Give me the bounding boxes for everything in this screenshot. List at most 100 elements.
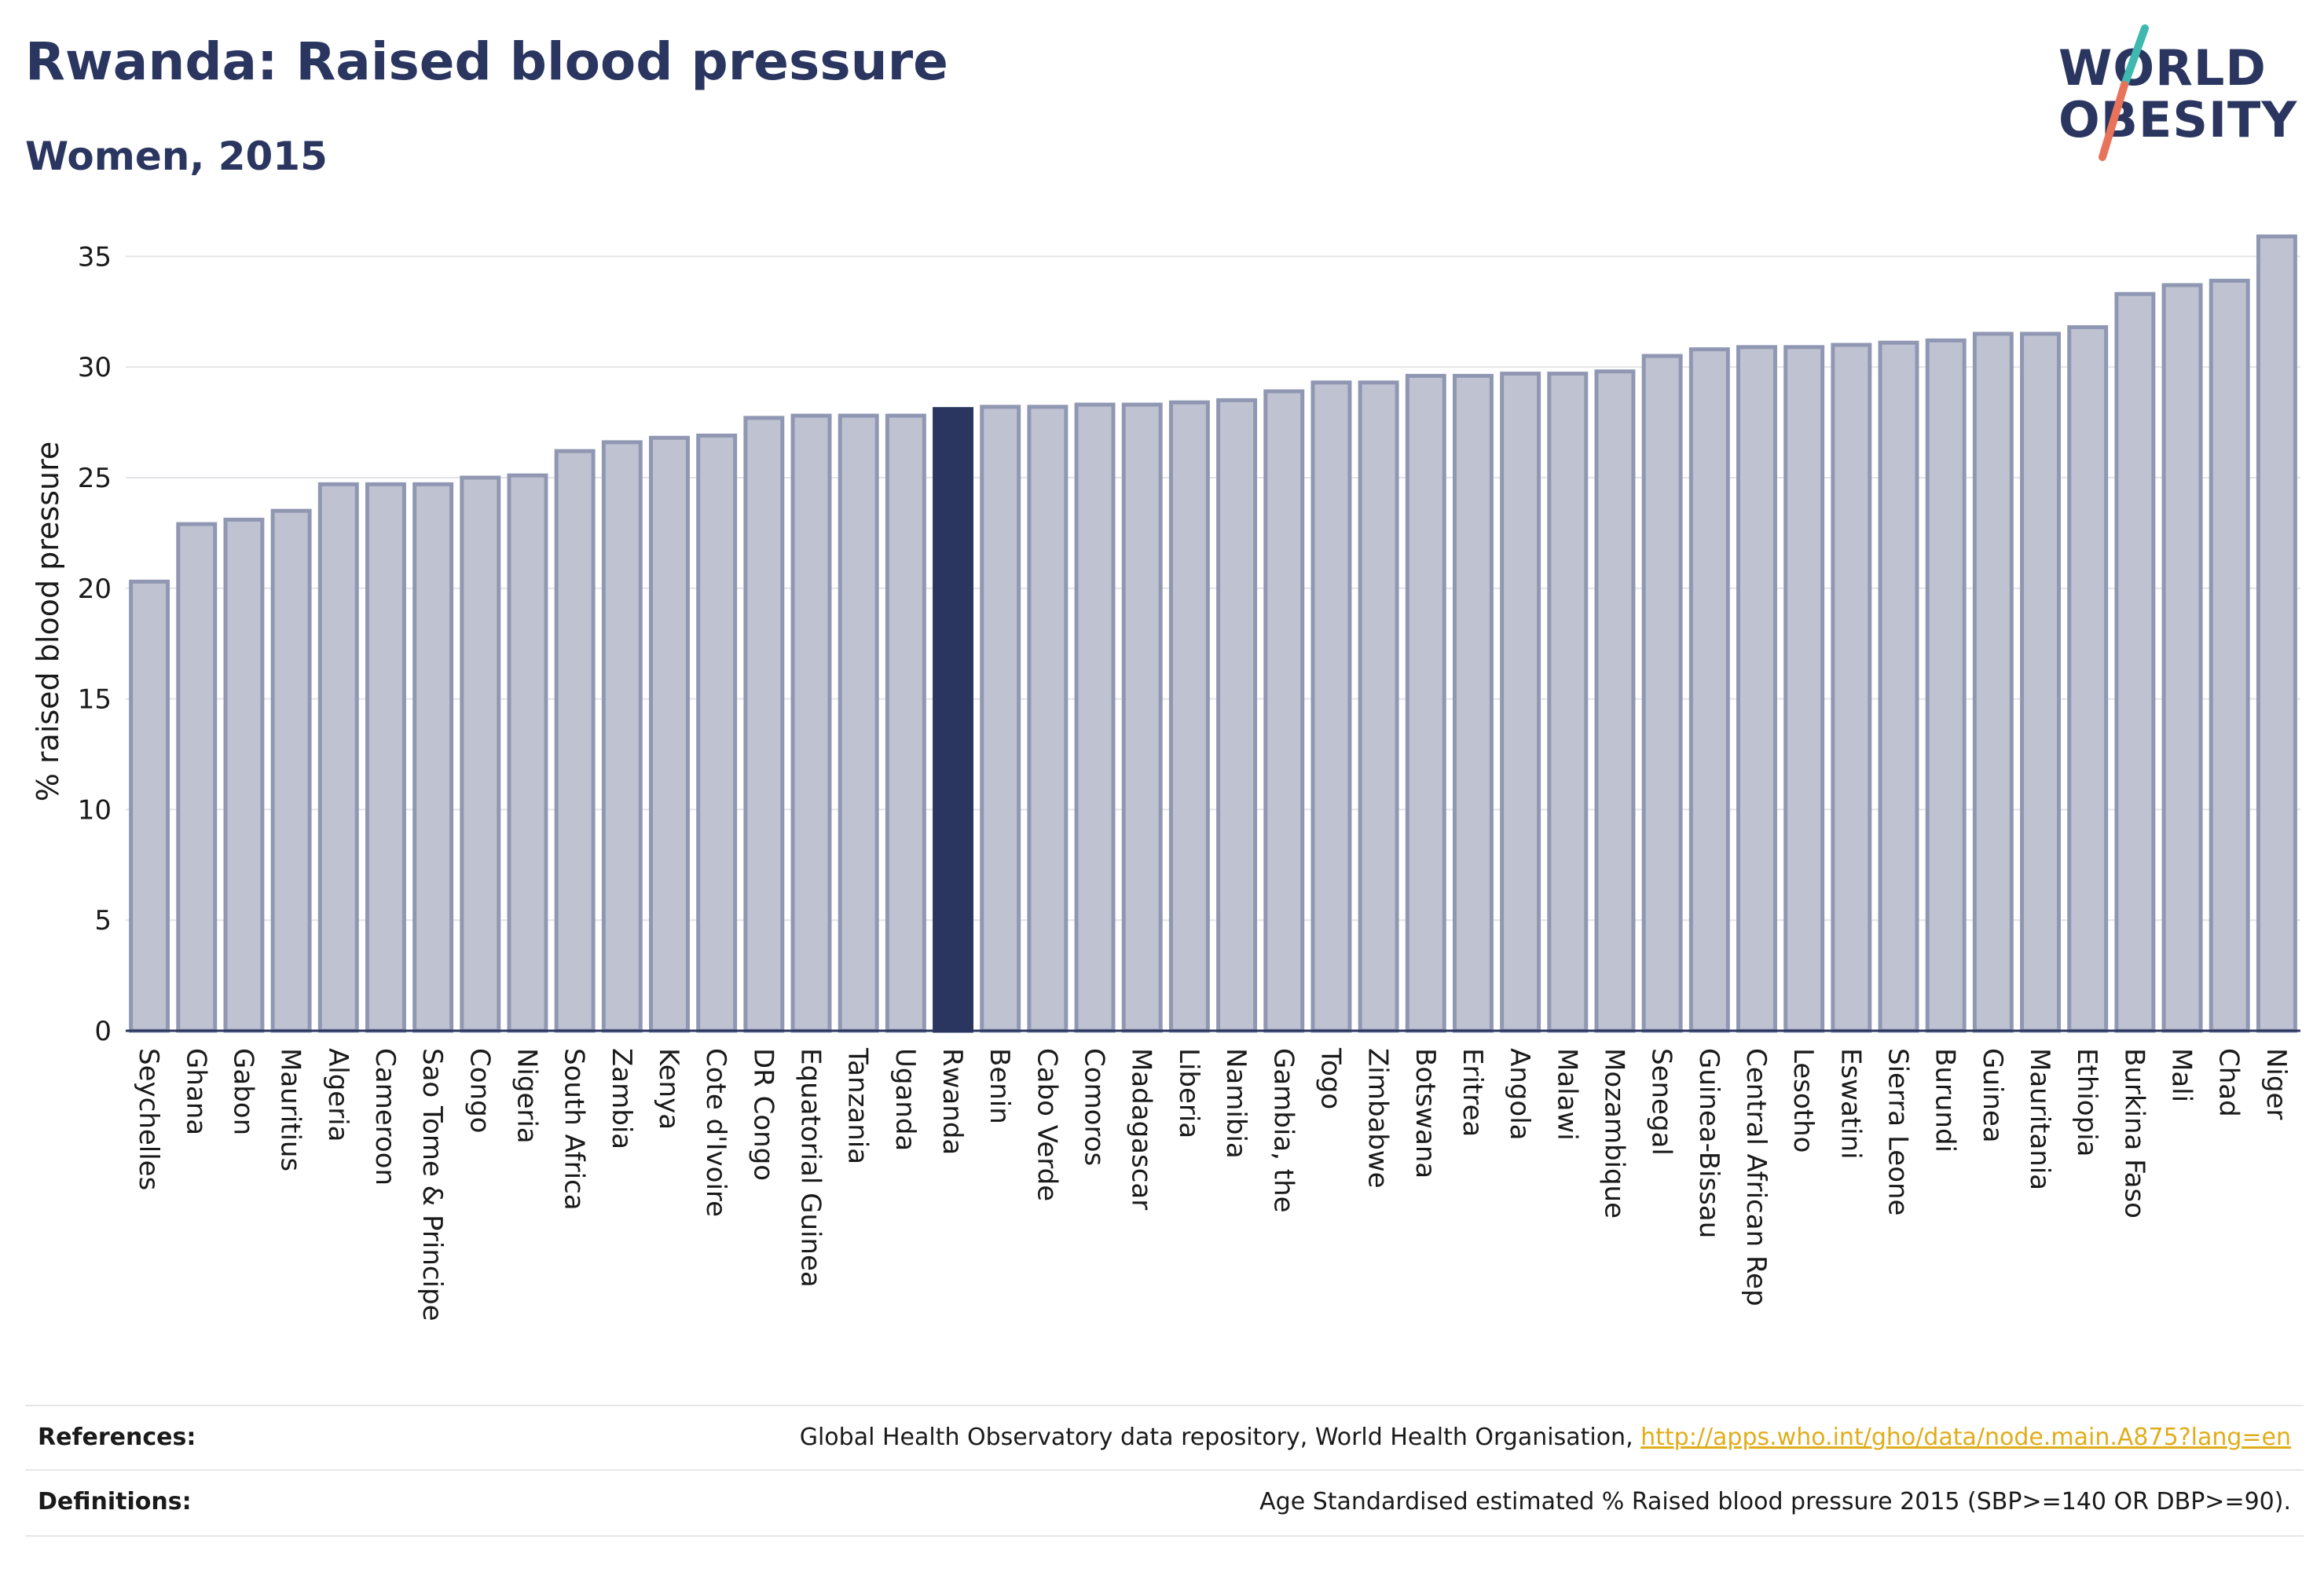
bar-ghana (176, 522, 218, 1033)
x-tick-label: Burundi (1930, 1048, 1961, 1153)
x-tick-label: Botswana (1409, 1048, 1441, 1178)
bar-congo (460, 475, 501, 1033)
definitions-row: Definitions: Age Standardised estimated … (25, 1469, 2304, 1537)
x-tick-label: Algeria (322, 1048, 354, 1142)
bar-mozambique (1594, 369, 1636, 1033)
bar-uganda (885, 413, 926, 1033)
bar-niger (2256, 234, 2297, 1033)
x-tick-label: Chad (2213, 1048, 2245, 1117)
bar-gabon (223, 517, 265, 1033)
x-tick-label: Nigeria (511, 1048, 542, 1144)
x-tick-label: South Africa (559, 1048, 590, 1211)
x-tick-label: Malawi (1551, 1048, 1582, 1141)
x-tick-label: Lesotho (1787, 1048, 1819, 1153)
bar-south-africa (554, 449, 596, 1033)
references-value: Global Health Observatory data repositor… (800, 1424, 2291, 1451)
bar-seychelles (129, 579, 170, 1033)
x-tick-label: Gabon (227, 1048, 258, 1135)
bar-algeria (317, 482, 359, 1033)
bar-benin (980, 405, 1021, 1033)
y-tick-label: 15 (78, 684, 112, 716)
x-tick-label: Sierra Leone (1882, 1048, 1914, 1215)
x-tick-label: Liberia (1173, 1048, 1204, 1138)
x-tick-label: Angola (1504, 1048, 1535, 1140)
x-tick-label: Congo (464, 1048, 495, 1133)
bar-guinea (1972, 332, 2014, 1033)
logo-line-2: OBESITY (2058, 91, 2298, 148)
bar-equatorial-guinea (790, 413, 832, 1033)
x-tick-label: Eswatini (1835, 1048, 1866, 1160)
bar-chad (2209, 278, 2250, 1033)
logo-slash-icon (2099, 24, 2149, 161)
x-tick-label: Mali (2166, 1048, 2198, 1102)
x-tick-label: Tanzania (842, 1047, 874, 1164)
bar-angola (1500, 372, 1541, 1033)
bar-dr-congo (743, 416, 785, 1033)
y-tick-label: 0 (94, 1016, 112, 1047)
x-tick-label: DR Congo (747, 1048, 779, 1181)
bar-eswatini (1831, 343, 1872, 1033)
bar-sierra-leone (1878, 340, 1919, 1033)
bar-namibia (1216, 398, 1258, 1033)
references-text: Global Health Observatory data repositor… (799, 1424, 1641, 1451)
x-tick-label: Mauritius (275, 1048, 306, 1171)
chart-subtitle: Women, 2015 (25, 134, 328, 179)
x-tick-label: Zimbabwe (1362, 1048, 1394, 1189)
x-tick-label: Guinea (1977, 1048, 2008, 1143)
x-tick-label: Central African Rep (1740, 1048, 1772, 1307)
x-tick-label: Benin (984, 1048, 1015, 1124)
y-tick-labels: 0 5 10 15 20 25 30 35 (78, 241, 112, 1047)
y-tick-label: 30 (78, 352, 112, 383)
bar-burkina-faso (2114, 291, 2156, 1033)
bar-zimbabwe (1358, 380, 1399, 1033)
x-tick-label: Mauritania (2024, 1048, 2055, 1190)
x-tick-label: Comoros (1079, 1048, 1110, 1166)
x-tick-label: Guinea-Bissau (1693, 1048, 1725, 1238)
bar-central-african-rep (1736, 345, 1777, 1033)
bar-lesotho (1783, 345, 1825, 1033)
bar-liberia (1168, 400, 1210, 1033)
bars (129, 234, 2297, 1033)
definitions-value: Age Standardised estimated % Raised bloo… (1259, 1488, 2291, 1516)
bar-malawi (1547, 372, 1589, 1033)
bar-nigeria (507, 473, 548, 1033)
bar-cabo-verde (1027, 405, 1069, 1033)
bar-togo (1310, 380, 1352, 1033)
x-tick-label: Cabo Verde (1031, 1048, 1062, 1201)
y-tick-label: 25 (78, 463, 112, 494)
x-tick-label: Eritrea (1457, 1048, 1488, 1137)
bar-sao-tome-principe (412, 482, 454, 1033)
y-tick-label: 20 (78, 574, 112, 605)
references-row: References: Global Health Observatory da… (25, 1405, 2304, 1471)
world-obesity-logo: WORLD OBESITY (2051, 24, 2310, 165)
y-tick-label: 10 (78, 794, 112, 826)
chart-title: Rwanda: Raised blood pressure (25, 31, 948, 92)
bar-mauritius (270, 508, 312, 1033)
x-tick-label: Seychelles (133, 1048, 164, 1190)
bar-mali (2161, 283, 2203, 1033)
bar-guinea-bissau (1688, 347, 1730, 1033)
y-axis-label: % raised blood pressure (31, 442, 65, 802)
references-label: References: (38, 1424, 196, 1451)
x-tick-label: Uganda (889, 1048, 921, 1151)
x-tick-label: Sao Tome & Principe (416, 1048, 448, 1321)
x-tick-label: Senegal (1646, 1048, 1677, 1156)
bar-tanzania (838, 413, 879, 1033)
y-tick-label: 5 (94, 905, 112, 936)
references-link[interactable]: http://apps.who.int/gho/data/node.main.A… (1640, 1424, 2291, 1451)
bar-rwanda (933, 407, 974, 1033)
x-tick-label: Cote d'Ivoire (700, 1048, 731, 1217)
x-tick-label: Zambia (606, 1048, 637, 1149)
x-tick-label: Niger (2260, 1048, 2292, 1120)
x-tick-label: Namibia (1220, 1048, 1252, 1159)
bar-gambia-the (1263, 389, 1305, 1033)
x-tick-label: Ghana (180, 1048, 211, 1135)
x-tick-label: Togo (1314, 1047, 1346, 1109)
bar-mauritania (2020, 332, 2062, 1033)
bar-eritrea (1452, 373, 1494, 1033)
bar-cote-d-ivoire (696, 433, 738, 1033)
x-tick-label: Equatorial Guinea (795, 1048, 827, 1288)
bar-botswana (1405, 373, 1446, 1033)
x-tick-label: Madagascar (1126, 1048, 1157, 1210)
bar-kenya (649, 435, 690, 1033)
